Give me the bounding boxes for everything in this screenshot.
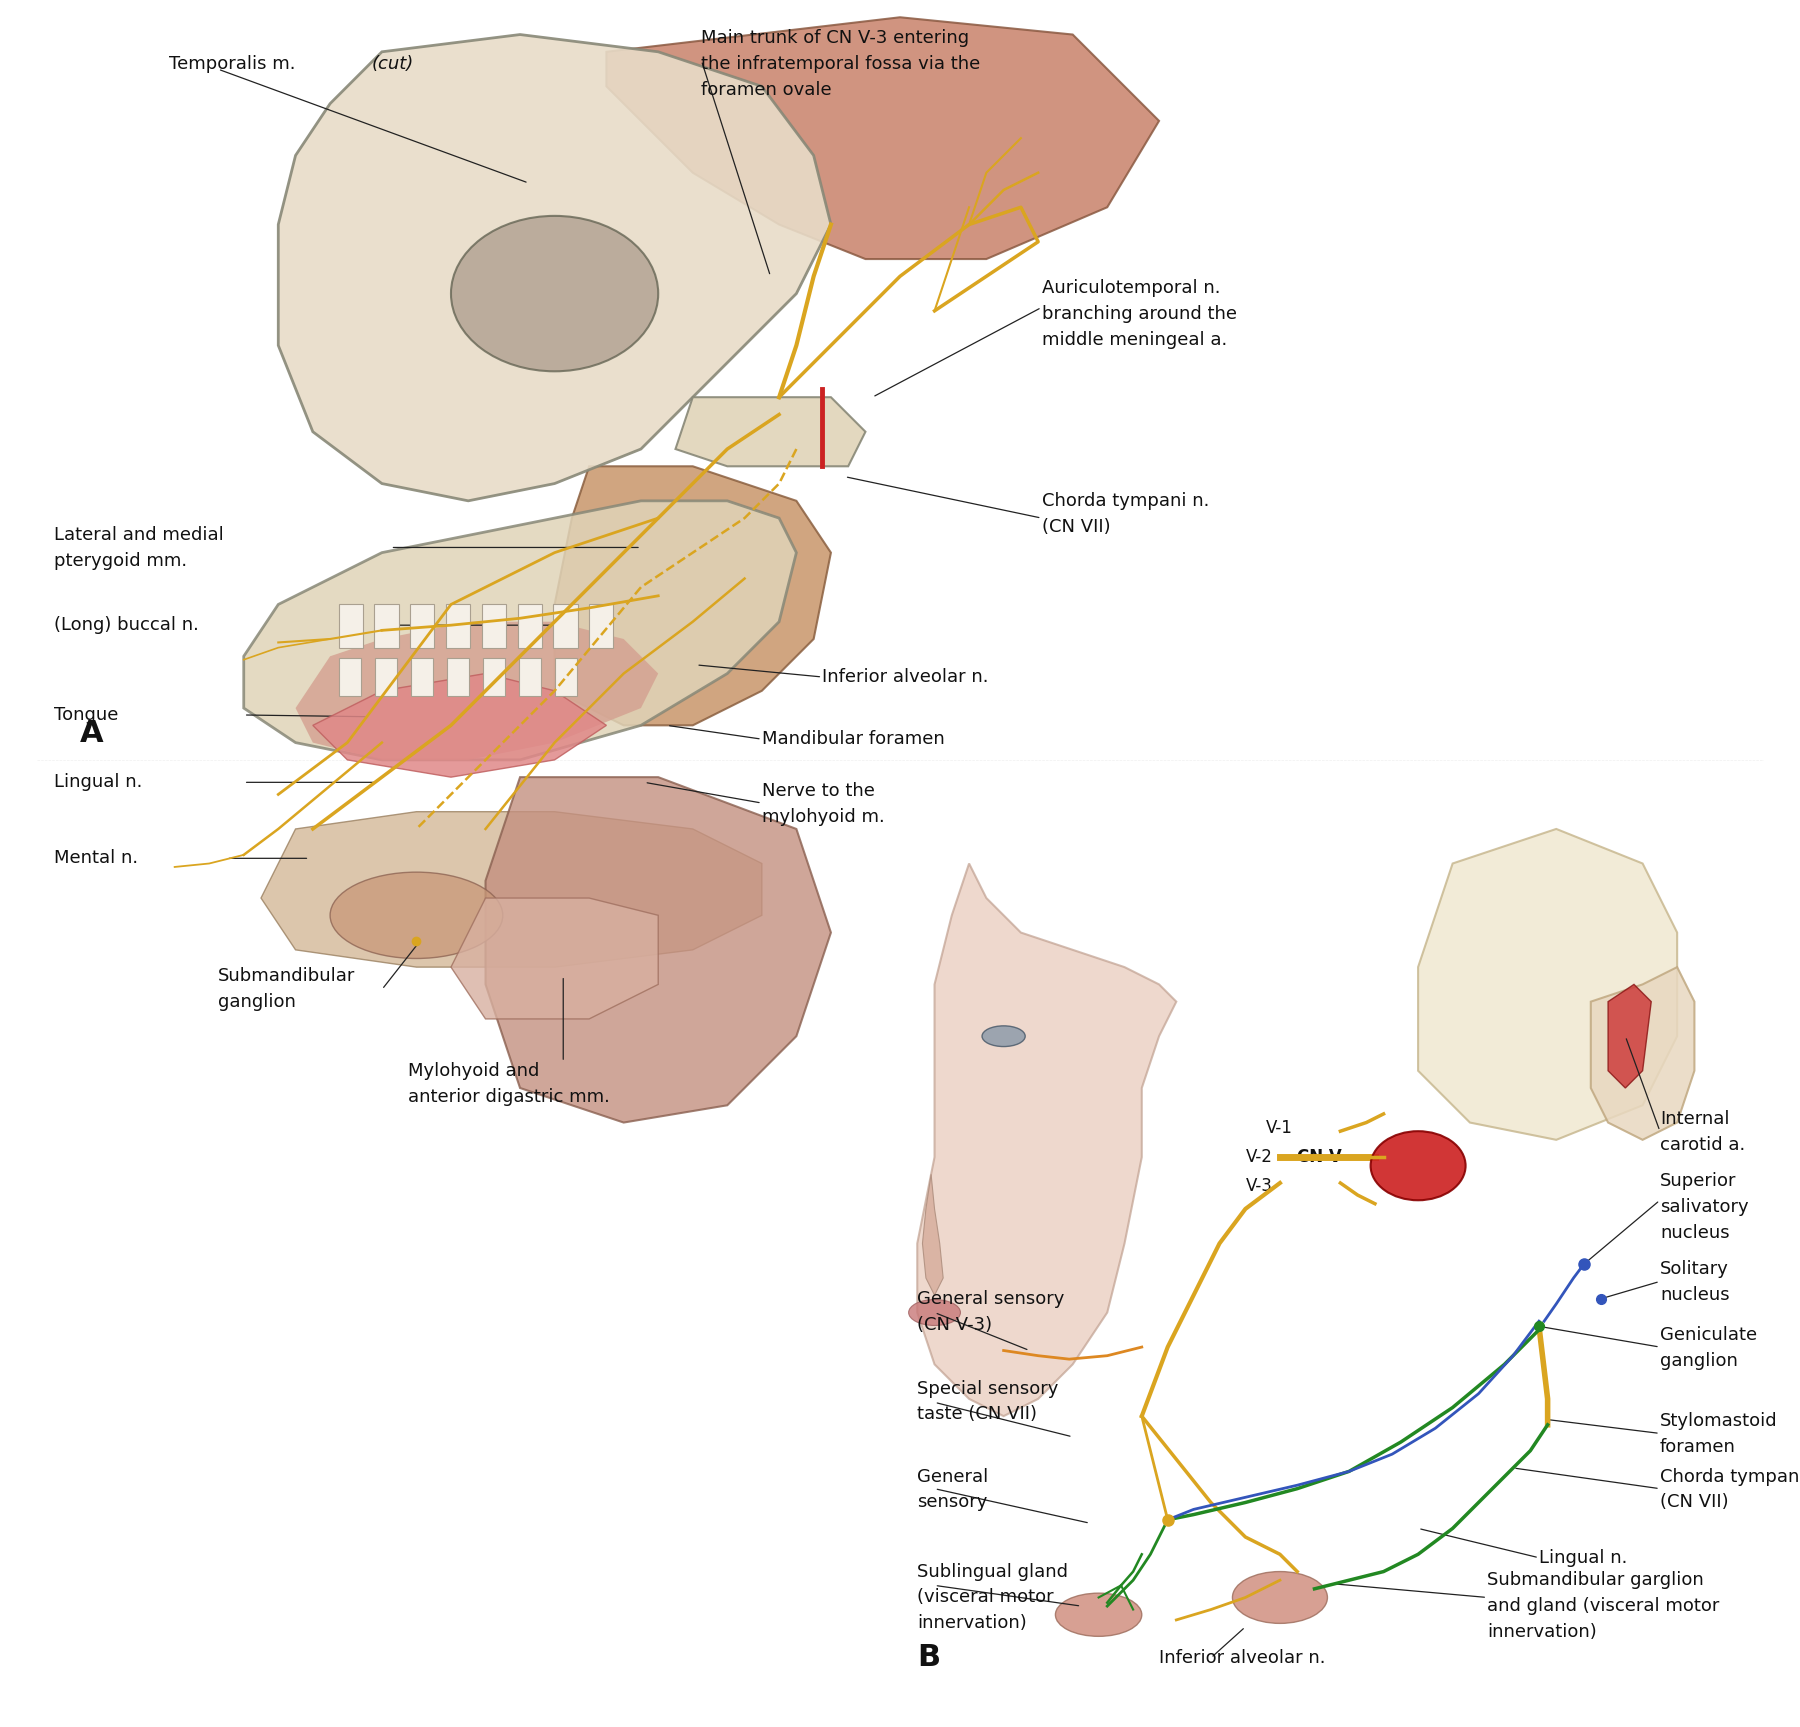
Text: pterygoid mm.: pterygoid mm. bbox=[54, 553, 187, 570]
Bar bbox=[518, 658, 542, 696]
Text: Main trunk of CN V-3 entering: Main trunk of CN V-3 entering bbox=[702, 29, 970, 47]
Bar bbox=[374, 604, 398, 648]
Bar bbox=[589, 604, 614, 648]
Bar bbox=[482, 604, 506, 648]
Polygon shape bbox=[1591, 967, 1694, 1140]
Bar bbox=[554, 658, 578, 696]
Text: (CN VII): (CN VII) bbox=[1042, 518, 1111, 535]
Ellipse shape bbox=[1370, 1131, 1465, 1200]
Text: foramen: foramen bbox=[1660, 1439, 1735, 1456]
Text: V-2: V-2 bbox=[1246, 1148, 1273, 1166]
Polygon shape bbox=[918, 864, 1177, 1416]
Text: Submandibular: Submandibular bbox=[218, 967, 355, 984]
Text: ganglion: ganglion bbox=[218, 993, 295, 1010]
Text: Mandibular foramen: Mandibular foramen bbox=[761, 731, 945, 748]
Polygon shape bbox=[607, 17, 1159, 259]
Text: Solitary: Solitary bbox=[1660, 1261, 1728, 1278]
Text: nucleus: nucleus bbox=[1660, 1287, 1730, 1304]
Text: the infratemporal fossa via the: the infratemporal fossa via the bbox=[702, 55, 981, 73]
Text: CN V: CN V bbox=[1298, 1148, 1343, 1166]
Text: Mental n.: Mental n. bbox=[54, 850, 139, 867]
Polygon shape bbox=[452, 898, 659, 1019]
Text: Nerve to the: Nerve to the bbox=[761, 782, 875, 800]
Text: taste (CN VII): taste (CN VII) bbox=[918, 1406, 1037, 1423]
Ellipse shape bbox=[452, 216, 659, 371]
Polygon shape bbox=[922, 1174, 943, 1295]
Bar bbox=[553, 604, 578, 648]
Polygon shape bbox=[313, 674, 607, 777]
Text: Lateral and medial: Lateral and medial bbox=[54, 527, 223, 544]
Text: Chorda tympani n.: Chorda tympani n. bbox=[1042, 492, 1210, 509]
Polygon shape bbox=[1418, 829, 1678, 1140]
Bar bbox=[410, 604, 434, 648]
Text: (Long) buccal n.: (Long) buccal n. bbox=[54, 617, 198, 634]
Polygon shape bbox=[295, 622, 659, 760]
Text: ganglion: ganglion bbox=[1660, 1352, 1737, 1370]
Bar bbox=[446, 604, 470, 648]
Text: branching around the: branching around the bbox=[1042, 306, 1237, 323]
Bar bbox=[446, 658, 470, 696]
Bar bbox=[410, 658, 434, 696]
Polygon shape bbox=[279, 35, 832, 501]
Polygon shape bbox=[675, 397, 866, 466]
Text: innervation): innervation) bbox=[918, 1615, 1028, 1632]
Text: Auriculotemporal n.: Auriculotemporal n. bbox=[1042, 280, 1220, 297]
Text: Lingual n.: Lingual n. bbox=[1539, 1549, 1627, 1566]
Text: middle meningeal a.: middle meningeal a. bbox=[1042, 332, 1228, 349]
Bar bbox=[518, 604, 542, 648]
Text: Submandibular garglion: Submandibular garglion bbox=[1487, 1572, 1705, 1589]
Text: innervation): innervation) bbox=[1487, 1623, 1597, 1641]
Text: salivatory: salivatory bbox=[1660, 1199, 1748, 1216]
Bar bbox=[374, 658, 398, 696]
Text: (cut): (cut) bbox=[371, 55, 414, 73]
Bar bbox=[338, 604, 364, 648]
Text: (visceral motor: (visceral motor bbox=[918, 1589, 1053, 1606]
Text: sensory: sensory bbox=[918, 1494, 988, 1511]
Text: B: B bbox=[918, 1644, 940, 1672]
Text: foramen ovale: foramen ovale bbox=[702, 81, 832, 98]
Text: A: A bbox=[79, 720, 103, 748]
Text: Sublingual gland: Sublingual gland bbox=[918, 1563, 1067, 1580]
Text: (CN V-3): (CN V-3) bbox=[918, 1316, 992, 1333]
Text: nucleus: nucleus bbox=[1660, 1224, 1730, 1242]
Ellipse shape bbox=[329, 872, 502, 958]
Polygon shape bbox=[486, 777, 832, 1123]
Text: Superior: Superior bbox=[1660, 1173, 1737, 1190]
Polygon shape bbox=[261, 812, 761, 967]
Ellipse shape bbox=[909, 1300, 961, 1326]
Ellipse shape bbox=[1233, 1572, 1327, 1623]
Text: General: General bbox=[918, 1468, 988, 1485]
Ellipse shape bbox=[983, 1026, 1026, 1047]
Text: Geniculate: Geniculate bbox=[1660, 1326, 1757, 1344]
Text: Tongue: Tongue bbox=[54, 706, 119, 724]
Text: Mylohyoid and: Mylohyoid and bbox=[409, 1062, 540, 1079]
Polygon shape bbox=[243, 501, 796, 760]
Text: carotid a.: carotid a. bbox=[1660, 1136, 1746, 1154]
Text: Temporalis m.: Temporalis m. bbox=[169, 55, 302, 73]
Text: V-1: V-1 bbox=[1265, 1119, 1292, 1136]
Text: Lingual n.: Lingual n. bbox=[54, 774, 142, 791]
Text: Stylomastoid: Stylomastoid bbox=[1660, 1413, 1778, 1430]
Text: Inferior alveolar n.: Inferior alveolar n. bbox=[1159, 1649, 1325, 1667]
Text: (CN VII): (CN VII) bbox=[1660, 1494, 1728, 1511]
Text: anterior digastric mm.: anterior digastric mm. bbox=[409, 1088, 610, 1105]
Text: V-3: V-3 bbox=[1246, 1178, 1273, 1195]
Text: Chorda tympanin: Chorda tympanin bbox=[1660, 1468, 1800, 1485]
Bar bbox=[338, 658, 362, 696]
Text: and gland (visceral motor: and gland (visceral motor bbox=[1487, 1597, 1719, 1615]
Text: General sensory: General sensory bbox=[918, 1290, 1064, 1307]
Polygon shape bbox=[1607, 984, 1651, 1088]
Bar bbox=[482, 658, 506, 696]
Text: Internal: Internal bbox=[1660, 1110, 1730, 1128]
Text: Inferior alveolar n.: Inferior alveolar n. bbox=[823, 668, 988, 686]
Text: Special sensory: Special sensory bbox=[918, 1380, 1058, 1397]
Text: mylohyoid m.: mylohyoid m. bbox=[761, 808, 884, 826]
Ellipse shape bbox=[1055, 1592, 1141, 1637]
Polygon shape bbox=[554, 466, 832, 725]
